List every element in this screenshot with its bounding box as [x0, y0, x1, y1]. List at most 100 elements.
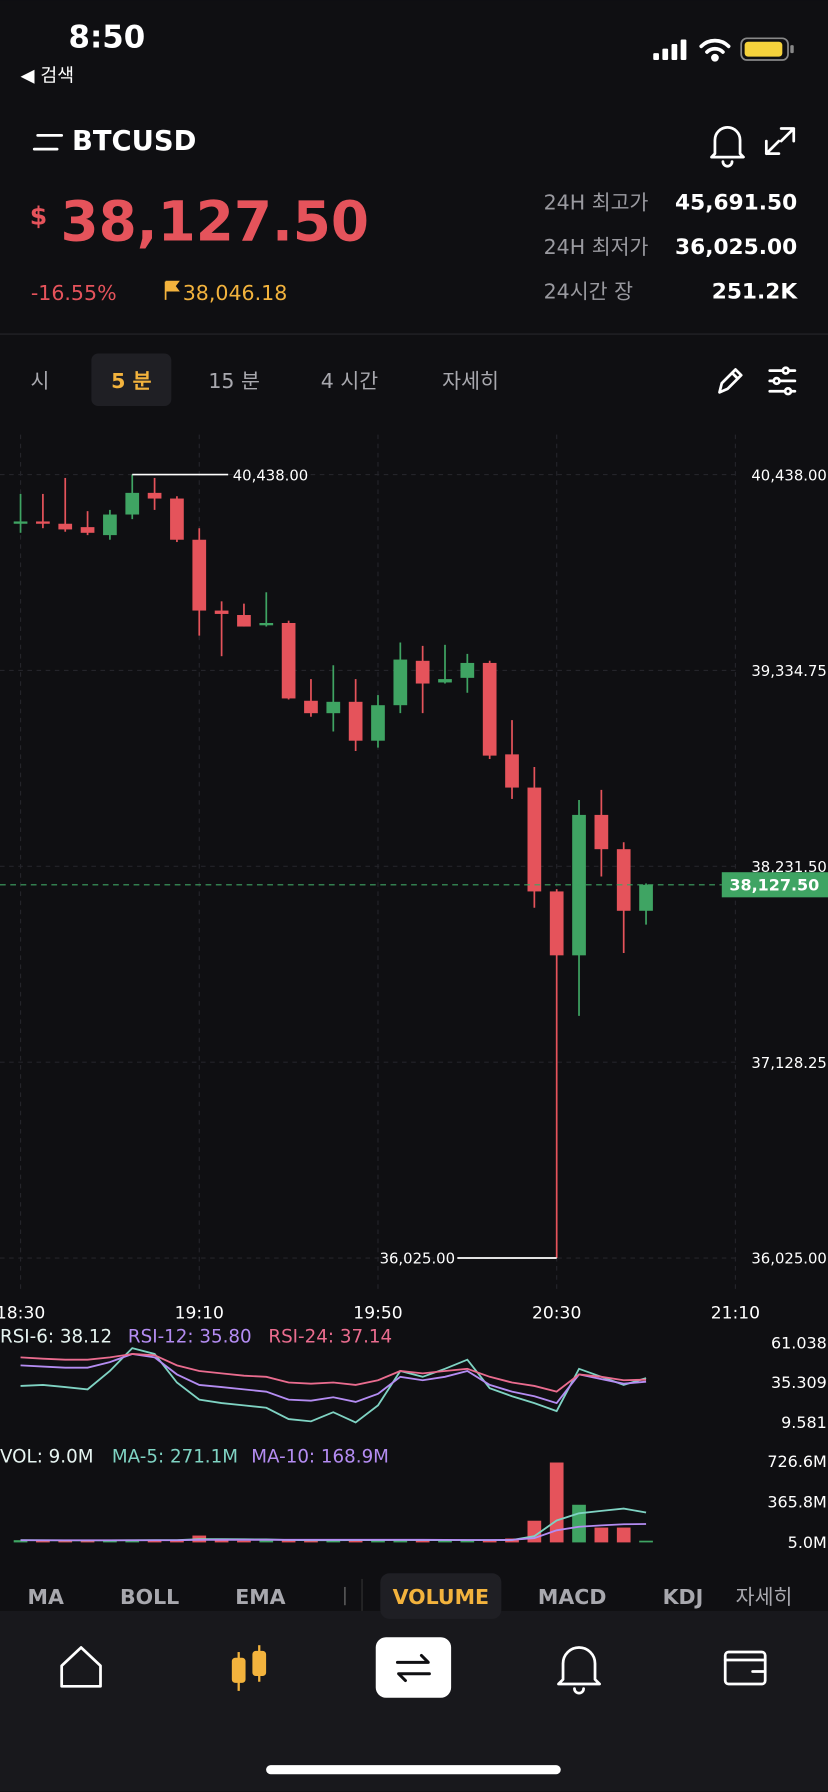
- home-icon[interactable]: [60, 1646, 102, 1688]
- stat-label: 24H 최저가: [544, 235, 649, 259]
- volume-tick-label: 365.8M: [767, 1493, 827, 1512]
- timeframe-tab[interactable]: 자세히: [442, 369, 499, 393]
- volume-bar: [125, 1540, 140, 1543]
- indicator-tab[interactable]: BOLL: [120, 1585, 179, 1609]
- candle-body: [103, 514, 117, 536]
- volume-bar: [348, 1539, 363, 1543]
- stat-label: 24H 최고가: [544, 191, 649, 215]
- candle-body: [170, 498, 184, 540]
- wifi-icon: [699, 38, 731, 62]
- stat-label: 24시간 장: [544, 280, 633, 304]
- volume-bar: [214, 1540, 229, 1543]
- status-time: 8:50: [69, 19, 146, 55]
- swap-button[interactable]: [375, 1637, 452, 1698]
- menu-icon[interactable]: [32, 134, 64, 151]
- x-tick-label: 19:50: [353, 1304, 402, 1324]
- candle-body: [415, 660, 430, 684]
- timeframe-tab[interactable]: 시: [31, 369, 50, 393]
- indicator-tab[interactable]: MA: [28, 1585, 64, 1609]
- wallet-icon[interactable]: [723, 1650, 767, 1686]
- candle-body: [326, 701, 341, 714]
- indicator-tab[interactable]: MACD: [538, 1585, 606, 1609]
- candle-body: [639, 884, 653, 911]
- price-change: -16.55%: [31, 281, 117, 305]
- rsi-tick-label: 35.309: [771, 1373, 827, 1392]
- volume-bar: [170, 1540, 184, 1543]
- trade-icon[interactable]: [231, 1645, 267, 1691]
- volume-tick-label: 5.0M: [788, 1533, 827, 1552]
- y-tick-label: 39,334.75: [751, 663, 826, 680]
- candle-body: [36, 521, 50, 524]
- rsi-legend: RSI-6: 38.12: [0, 1327, 112, 1348]
- candle-body: [281, 622, 296, 699]
- volume-legend: VOL: 9.0M: [0, 1446, 93, 1467]
- volume-bar: [36, 1540, 50, 1543]
- volume-legend: MA-5: 271.1M: [112, 1446, 238, 1467]
- indicator-tab[interactable]: VOLUME: [393, 1585, 490, 1609]
- y-tick-label: 36,025.00: [751, 1251, 826, 1268]
- candle-body: [460, 662, 475, 678]
- timeframe-tab[interactable]: 15 분: [208, 369, 260, 393]
- volume-bar: [415, 1540, 430, 1543]
- indicator-tab[interactable]: 자세히: [736, 1585, 793, 1609]
- alerts-icon[interactable]: [557, 1646, 601, 1695]
- indicator-tab[interactable]: EMA: [235, 1585, 285, 1609]
- candle-body: [259, 622, 274, 626]
- high-marker-label: 40,438.00: [233, 467, 308, 484]
- volume-bar: [438, 1540, 452, 1543]
- rsi-line: [20, 1353, 647, 1405]
- volume-legend: MA-10: 168.9M: [251, 1446, 389, 1467]
- signal-icon: [653, 39, 687, 61]
- volume-bar: [393, 1539, 408, 1543]
- candle-body: [616, 849, 631, 911]
- x-tick-label: 20:30: [532, 1304, 581, 1324]
- timeframe-tab[interactable]: 4 시간: [321, 369, 379, 393]
- volume-ma-line: [20, 1523, 647, 1542]
- chart: 18:30 19:10 19:50 20:30 21:10 40,438.00 39,334…: [0, 434, 828, 1552]
- active-tab-bg: [91, 353, 172, 407]
- stats: 24H 최고가 45,691.50 24H 최저가 36,025.00 24시간 장 25…: [544, 191, 799, 305]
- candle-body: [192, 539, 207, 611]
- y-tick-label: 40,438.00: [751, 467, 826, 484]
- volume-bar: [616, 1527, 631, 1543]
- indicator-tabs: MA BOLL EMA VOLUME MACD KDJ 자세히: [28, 1573, 793, 1619]
- expand-icon[interactable]: [764, 127, 796, 156]
- last-price-label: 38,127.50: [729, 875, 819, 894]
- volume-bar: [326, 1540, 341, 1543]
- volume-bar: [594, 1527, 609, 1543]
- candle-body: [371, 705, 385, 741]
- rsi-tick-label: 9.581: [781, 1413, 827, 1432]
- stat-value: 45,691.50: [675, 191, 797, 216]
- candle-body: [58, 523, 73, 530]
- candle-body: [438, 679, 452, 683]
- active-indicator-bg: [380, 1573, 502, 1619]
- stat-value: 36,025.00: [675, 235, 797, 260]
- volume-bar: [13, 1540, 28, 1543]
- candle-body: [505, 754, 519, 788]
- currency-symbol: $: [30, 201, 47, 230]
- candle-body: [594, 814, 609, 850]
- last-price: 38,127.50: [61, 189, 370, 253]
- volume-bar: [58, 1540, 73, 1543]
- rsi-legend: RSI-24: 37.14: [268, 1327, 392, 1348]
- x-tick-label: 18:30: [0, 1304, 45, 1324]
- last-price-tag: [721, 872, 828, 898]
- symbol[interactable]: BTCUSD: [72, 126, 196, 157]
- settings-icon[interactable]: [768, 366, 797, 396]
- rsi-legend: RSI-12: 35.80: [128, 1327, 252, 1348]
- rsi-tick-label: 61.038: [771, 1333, 827, 1352]
- timeframe-tab[interactable]: 5 분: [111, 369, 151, 393]
- candle-body: [348, 701, 363, 741]
- swap-icon: [395, 1653, 431, 1683]
- indicator-tab[interactable]: KDJ: [663, 1585, 704, 1609]
- volume-tick-label: 726.6M: [767, 1452, 827, 1471]
- mark-price: 38,046.18: [183, 281, 288, 305]
- volume-bar: [639, 1540, 653, 1543]
- candle-body: [147, 492, 162, 499]
- back-link[interactable]: ◀ 검색: [21, 66, 74, 87]
- bell-icon[interactable]: [710, 126, 745, 168]
- candle-body: [527, 787, 542, 892]
- pencil-icon[interactable]: [718, 368, 743, 394]
